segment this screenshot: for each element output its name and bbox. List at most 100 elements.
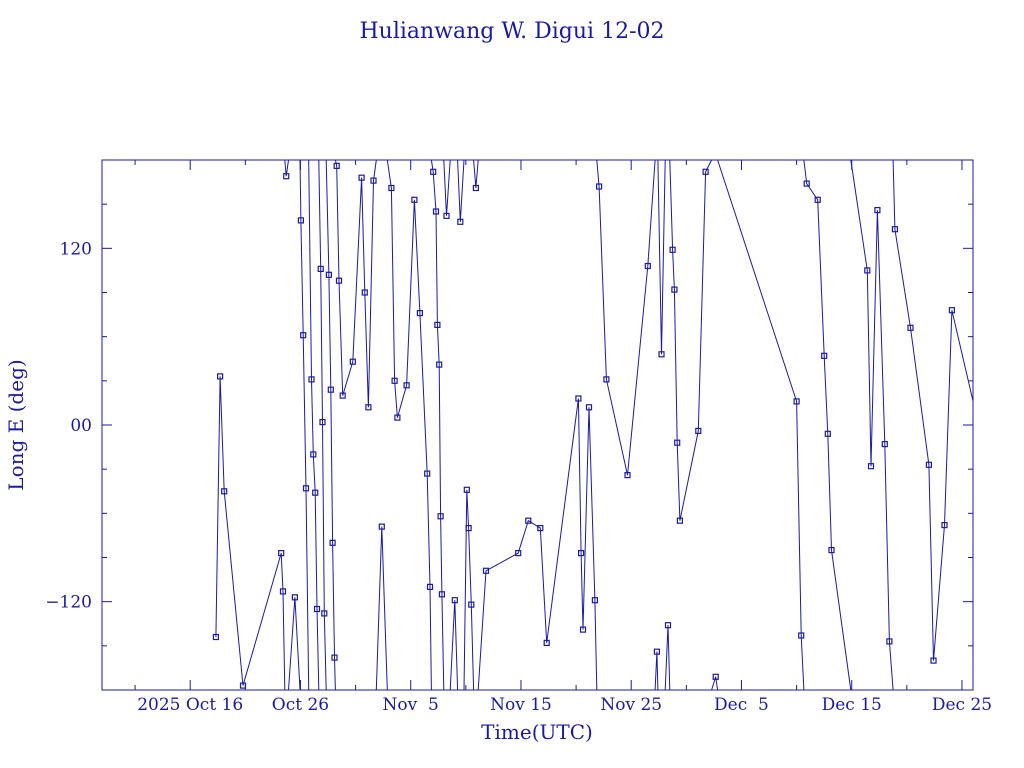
data-point — [312, 489, 319, 496]
data-point — [644, 262, 651, 270]
data-point — [333, 162, 340, 169]
series-line — [717, 159, 805, 691]
data-point — [308, 376, 315, 383]
data-point — [365, 404, 372, 411]
data-point — [300, 332, 307, 339]
series-13 — [449, 597, 459, 691]
data-point — [319, 419, 326, 426]
data-point — [653, 648, 661, 655]
data-point — [674, 439, 681, 446]
data-point — [537, 524, 544, 532]
data-point — [443, 212, 450, 219]
data-point — [424, 470, 431, 477]
data-point — [821, 352, 828, 359]
x-tick-label: Nov 15 — [490, 695, 552, 715]
data-point — [411, 196, 418, 203]
data-point — [891, 226, 899, 233]
data-point — [325, 271, 332, 278]
series-12 — [443, 159, 451, 219]
series-2 — [283, 159, 290, 180]
series-26 — [850, 159, 894, 691]
series-21 — [664, 622, 672, 691]
series-line — [654, 651, 659, 691]
data-point — [864, 267, 871, 274]
y-tick-label: 120 — [60, 239, 92, 259]
series-line — [443, 159, 451, 216]
data-point — [370, 177, 377, 184]
data-point — [828, 546, 835, 554]
plot-area — [212, 159, 998, 691]
data-point — [874, 207, 881, 214]
data-point — [925, 461, 933, 468]
series-line — [803, 159, 852, 691]
series-22 — [669, 159, 713, 524]
data-point — [394, 414, 401, 421]
series-line — [288, 597, 301, 691]
series-line — [449, 600, 459, 691]
series-5 — [308, 159, 321, 691]
data-point — [391, 377, 398, 384]
data-point — [867, 463, 875, 470]
data-point — [658, 351, 665, 358]
series-9 — [375, 523, 388, 691]
data-point — [430, 168, 437, 175]
data-point — [886, 638, 893, 645]
data-point — [702, 168, 709, 175]
data-point — [416, 310, 423, 317]
series-27 — [891, 159, 998, 672]
data-point — [803, 180, 810, 187]
data-point — [603, 376, 610, 383]
data-point — [993, 667, 998, 672]
data-point — [814, 196, 821, 203]
data-point — [543, 639, 550, 647]
data-point — [575, 395, 582, 402]
series-line — [657, 159, 666, 355]
series-16 — [472, 159, 479, 192]
series-7 — [325, 159, 338, 691]
data-point — [331, 654, 338, 661]
data-point — [585, 404, 593, 411]
data-point — [907, 324, 914, 331]
series-line — [711, 676, 719, 691]
data-point — [451, 597, 458, 604]
x-tick-label: Dec 5 — [714, 695, 769, 715]
y-tick-label: −120 — [45, 593, 92, 613]
data-point — [335, 277, 343, 284]
series-3 — [288, 594, 301, 691]
data-point — [468, 601, 475, 608]
series-23 — [711, 673, 719, 691]
data-point — [671, 286, 678, 293]
data-point — [881, 441, 888, 448]
series-line — [850, 159, 894, 691]
series-line — [386, 159, 432, 691]
data-point — [515, 549, 522, 557]
series-8 — [333, 159, 377, 411]
data-point — [676, 517, 684, 524]
series-17 — [477, 395, 599, 691]
data-point — [349, 358, 356, 365]
data-point — [798, 632, 805, 639]
data-point — [482, 567, 490, 574]
data-point — [388, 184, 395, 192]
data-point — [664, 622, 672, 629]
series-11 — [430, 159, 445, 691]
series-line — [318, 159, 327, 691]
series-line — [308, 159, 320, 691]
data-point — [358, 174, 365, 181]
data-point — [437, 513, 444, 520]
data-point — [321, 610, 328, 617]
data-point — [624, 472, 631, 479]
data-point — [457, 218, 464, 225]
data-point — [329, 539, 336, 546]
series-line — [299, 159, 310, 691]
series-19 — [653, 648, 661, 691]
series-15 — [463, 486, 475, 691]
data-point — [463, 486, 470, 493]
x-tick-label: Oct 26 — [272, 695, 329, 715]
x-axis-label: Time(UTC) — [481, 720, 593, 744]
data-point — [279, 588, 287, 595]
data-point — [591, 597, 599, 604]
data-point — [438, 591, 445, 598]
x-tick-labels: 2025 Oct 16 Oct 26 Nov 5 Nov 15 Nov 25 Dec 5 D… — [137, 695, 992, 715]
